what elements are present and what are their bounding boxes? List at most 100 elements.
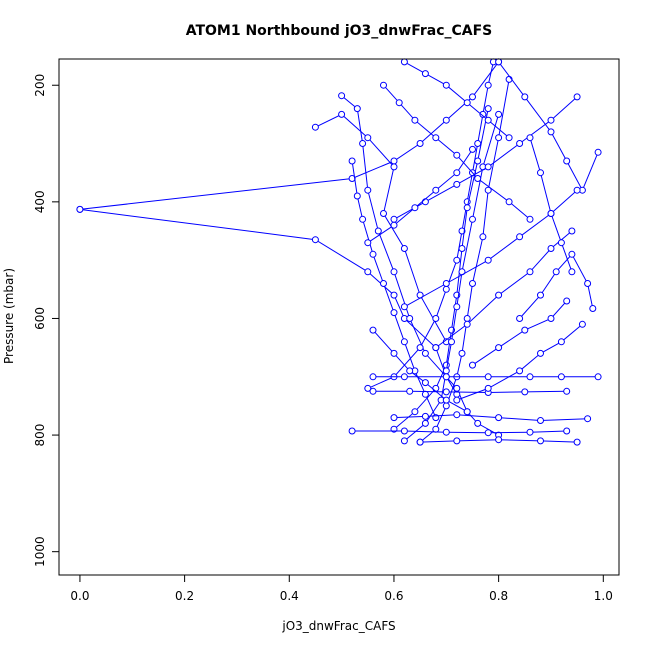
data-point-0-1 [311, 236, 319, 244]
data-point-16-2 [484, 256, 492, 264]
data-point-25-2 [442, 81, 450, 89]
data-point-4-3 [369, 250, 377, 258]
data-point-20-3 [432, 134, 440, 142]
data-point-6-7 [463, 204, 471, 212]
data-point-25-5 [505, 134, 513, 142]
data-point-3-1 [353, 105, 361, 113]
data-point-15-2 [552, 268, 560, 276]
series-line-19 [367, 149, 473, 244]
data-point-17-0 [432, 344, 440, 352]
data-point-18-0 [390, 215, 398, 223]
data-point-16-1 [442, 280, 450, 287]
data-point-4-4 [380, 280, 387, 287]
data-point-24-2 [547, 210, 555, 217]
data-point-24-3 [557, 239, 565, 247]
data-point-2-0 [311, 123, 319, 131]
data-point-15-3 [568, 250, 576, 258]
data-point-23-1 [484, 384, 492, 392]
data-point-14-2 [547, 128, 555, 136]
data-point-21-0 [369, 326, 377, 334]
x-tick-label-2: 0.4 [280, 589, 299, 603]
data-point-5-6 [458, 227, 466, 235]
series-line-9 [352, 430, 567, 434]
data-point-15-1 [537, 291, 544, 299]
data-point-23-5 [578, 320, 586, 328]
data-point-2-2 [364, 134, 372, 142]
data-point-24-1 [537, 169, 544, 177]
data-point-17-5 [568, 227, 576, 235]
data-point-5-2 [416, 344, 424, 352]
data-point-21-4 [442, 396, 450, 404]
data-point-6-3 [442, 361, 450, 369]
data-point-6-9 [484, 105, 492, 113]
y-axis-label: Pressure (mbar) [2, 268, 16, 364]
data-point-5-11 [484, 81, 492, 89]
data-point-25-1 [421, 70, 429, 78]
data-point-19-4 [453, 169, 461, 177]
data-point-18-1 [421, 198, 429, 206]
y-tick-label-1: 400 [33, 190, 47, 213]
series-line-14 [498, 61, 599, 192]
data-point-20-6 [505, 198, 513, 206]
data-point-19-5 [469, 145, 476, 153]
data-point-1-0 [76, 205, 84, 213]
data-point-3-2 [359, 140, 367, 147]
data-point-8-7 [479, 233, 487, 241]
series-line-2 [315, 113, 447, 343]
data-point-12-1 [406, 387, 414, 395]
data-point-12-0 [369, 387, 377, 395]
data-point-11-4 [526, 373, 534, 381]
data-point-10-2 [495, 436, 503, 444]
data-point-14-5 [594, 148, 602, 156]
series-line-23 [456, 323, 583, 401]
data-point-17-3 [526, 268, 534, 276]
data-point-13-4 [537, 417, 544, 424]
data-point-4-5 [390, 309, 398, 317]
data-point-4-8 [421, 390, 429, 398]
data-point-20-5 [474, 175, 482, 182]
data-point-10-0 [416, 438, 424, 446]
data-point-25-3 [463, 99, 471, 107]
data-point-21-5 [463, 408, 471, 416]
series-line-3 [341, 95, 458, 395]
data-point-5-5 [453, 256, 461, 264]
chart-title: ATOM1 Northbound jO3_dnwFrac_CAFS [186, 23, 493, 39]
data-point-3-5 [390, 268, 398, 276]
data-point-0-9 [474, 419, 482, 427]
series-line-6 [393, 108, 489, 430]
data-point-20-2 [411, 116, 419, 124]
data-point-23-3 [537, 349, 544, 357]
data-point-20-4 [453, 151, 461, 159]
data-point-5-4 [442, 285, 450, 293]
data-point-10-3 [537, 437, 544, 445]
data-point-15-4 [584, 280, 592, 287]
series-line-20 [383, 84, 531, 220]
data-point-6-2 [432, 384, 440, 392]
data-point-2-4 [380, 210, 387, 217]
data-point-13-2 [453, 411, 461, 419]
data-point-18-4 [516, 140, 524, 147]
x-tick-label-1: 0.2 [175, 589, 194, 603]
series-line-12 [373, 390, 567, 394]
data-point-8-4 [458, 349, 466, 357]
data-point-19-2 [411, 204, 419, 212]
data-point-22-4 [563, 297, 571, 305]
data-point-16-0 [400, 303, 408, 311]
data-point-12-2 [442, 388, 450, 396]
data-point-3-4 [374, 227, 382, 235]
data-point-1-4 [442, 116, 450, 124]
data-point-14-3 [563, 157, 571, 165]
data-point-20-0 [380, 81, 387, 89]
data-point-7-3 [442, 367, 450, 375]
data-point-5-0 [364, 384, 372, 392]
data-point-8-9 [495, 134, 503, 142]
data-point-22-2 [521, 326, 529, 334]
data-point-6-6 [458, 245, 466, 252]
data-point-22-0 [469, 361, 476, 369]
data-point-9-0 [348, 427, 356, 435]
series-line-4 [351, 160, 437, 418]
data-point-6-8 [474, 157, 482, 165]
data-point-9-2 [442, 428, 450, 436]
data-point-14-0 [495, 58, 503, 66]
